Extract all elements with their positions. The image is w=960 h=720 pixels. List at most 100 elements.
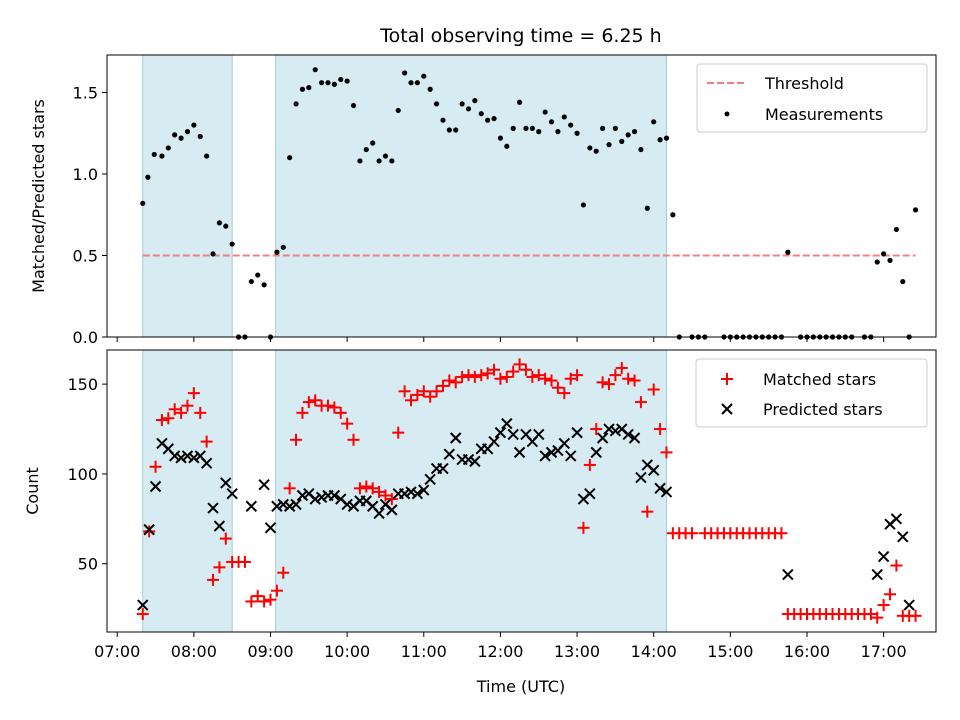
matched-star-point <box>194 406 207 419</box>
predicted-star-point <box>635 471 647 484</box>
predicted-star-point <box>373 507 385 520</box>
matched-star-point <box>564 372 577 385</box>
predicted-star-point <box>469 455 481 468</box>
matched-star-point <box>609 369 622 382</box>
predicted-star-point <box>283 500 296 512</box>
y-tick-label: 1.0 <box>73 165 98 184</box>
x-tick-label: 16:00 <box>784 642 830 661</box>
matched-star-point <box>360 480 373 493</box>
matched-star-point <box>334 406 347 419</box>
measurement-point <box>478 111 484 117</box>
matched-star-point <box>155 414 168 427</box>
predicted-star-point <box>277 498 289 511</box>
matched-star-point <box>775 527 788 540</box>
measurement-point <box>395 107 401 114</box>
measurement-point <box>465 106 472 112</box>
measurement-point <box>216 220 223 226</box>
matched-star-point <box>213 561 226 574</box>
matched-star-point <box>258 595 271 608</box>
matched-star-point <box>622 372 635 385</box>
measurement-point <box>497 135 504 141</box>
observing-windows-bottom <box>142 350 667 632</box>
matched-star-point <box>539 372 552 385</box>
predicted-star-point <box>660 486 673 498</box>
y-tick-label: 0.0 <box>73 328 98 347</box>
matched-star-point <box>558 387 571 400</box>
measurement-point <box>912 207 919 213</box>
y-tick-label: 1.5 <box>73 83 98 102</box>
measurement-point <box>145 174 151 180</box>
ratio-y-axis: 0.0 0.5 1.0 1.5 <box>73 83 107 347</box>
matched-star-point <box>551 381 564 394</box>
count-panel-frame <box>106 349 937 633</box>
measurement-point <box>229 241 235 247</box>
matched-star-point <box>647 383 660 396</box>
measurement-point <box>472 98 478 104</box>
predicted-star-point <box>513 446 526 459</box>
matched-star-point <box>628 374 641 387</box>
measurement-point <box>299 86 306 92</box>
predicted-star-point <box>418 484 430 496</box>
predicted-star-point <box>654 482 666 495</box>
matched-star-point <box>430 385 443 398</box>
predicted-star-point <box>168 450 181 462</box>
measurement-point <box>644 205 650 211</box>
matched-star-point <box>296 406 309 419</box>
matched-star-point <box>526 370 539 383</box>
predicted-star-point <box>315 491 328 503</box>
predicted-star-point <box>507 428 519 441</box>
measurement-point <box>151 151 157 158</box>
matched-star-point <box>864 608 877 621</box>
predicted-star-point <box>590 446 602 459</box>
measurement-point <box>408 80 414 86</box>
measurement-point <box>663 135 670 141</box>
matched-star-point <box>583 458 596 471</box>
matched-star-point <box>366 482 379 495</box>
measurement-point <box>274 249 280 255</box>
matched-star-point <box>219 532 232 545</box>
matched-star-point <box>577 521 590 534</box>
observing-windows-top <box>142 55 667 337</box>
predicted-star-point <box>200 457 213 469</box>
matched-star-point <box>519 363 532 376</box>
matched-star-point <box>411 388 424 401</box>
matched-star-point <box>175 406 188 419</box>
predicted-star-point <box>175 452 187 464</box>
matched-star-point <box>488 363 501 376</box>
observing-window <box>142 350 233 632</box>
predicted-star-point <box>603 423 615 435</box>
matched-star-point <box>909 609 922 622</box>
measurement-point <box>389 158 395 164</box>
measurement-point <box>536 129 542 135</box>
legend-matched-swatch <box>721 373 733 385</box>
ratio-panel: 0.0 0.5 1.0 1.5 Matched/Predicted stars Thr… <box>29 54 937 347</box>
legend-measurements-label: Measurements <box>765 105 883 124</box>
measurement-point <box>651 119 657 125</box>
matched-star-point <box>443 374 456 387</box>
measurement-point <box>172 132 178 138</box>
predicted-stars-series <box>137 417 915 611</box>
measurement-point <box>600 125 606 131</box>
predicted-star-point <box>258 479 270 491</box>
measurement-point <box>178 135 184 141</box>
measurement-point <box>887 257 893 263</box>
measurement-point <box>561 114 567 120</box>
matched-star-point <box>238 555 251 568</box>
measurement-point <box>159 153 165 159</box>
matched-star-point <box>398 385 411 398</box>
predicted-star-point <box>213 520 226 532</box>
measurement-point <box>312 67 318 73</box>
matched-star-point <box>596 376 609 389</box>
chart-title: Total observing time = 6.25 h <box>379 25 661 47</box>
matched-star-point <box>136 608 149 621</box>
x-tick-label: 12:00 <box>477 642 523 661</box>
measurement-point <box>548 119 555 125</box>
predicted-star-point <box>897 531 909 543</box>
measurement-point <box>453 127 459 133</box>
measurement-point <box>223 223 229 229</box>
count-legend-frame <box>695 358 928 428</box>
matched-star-point <box>507 365 520 378</box>
measurement-point <box>440 117 446 123</box>
measurement-point <box>555 129 561 135</box>
